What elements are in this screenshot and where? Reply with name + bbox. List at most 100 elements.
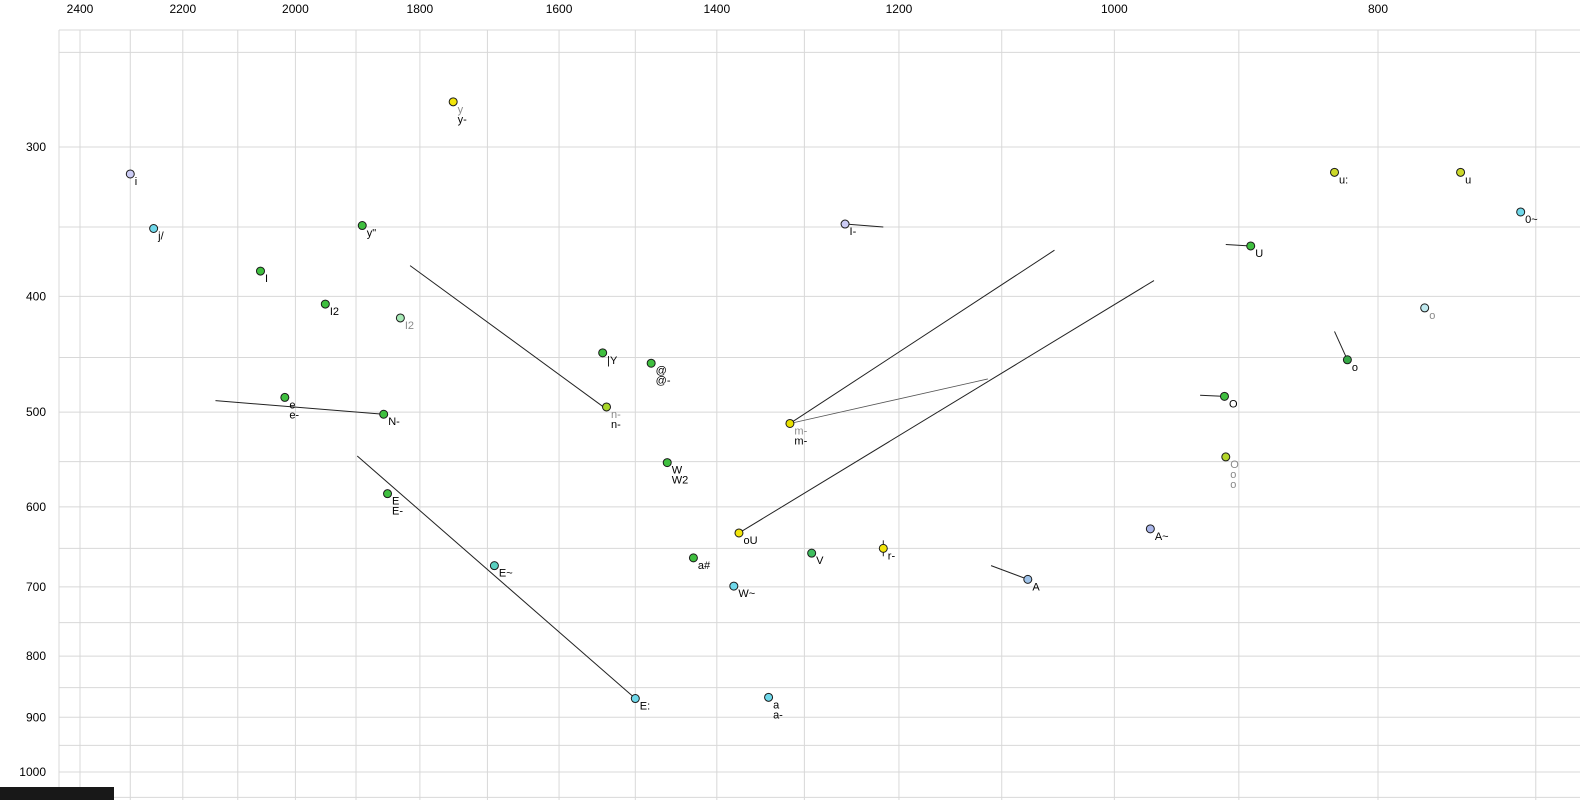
data-point[interactable]	[1246, 241, 1256, 251]
data-point[interactable]	[807, 548, 817, 558]
point-label: y-	[458, 114, 468, 126]
data-point[interactable]	[1420, 303, 1430, 313]
y-tick-label: 600	[26, 500, 46, 514]
trace-line	[738, 280, 1155, 534]
point-label: |Y	[607, 355, 618, 367]
point-label: @-	[656, 375, 671, 387]
x-tick-label: 1800	[407, 2, 434, 16]
data-point[interactable]	[734, 528, 744, 538]
data-point[interactable]	[688, 553, 698, 563]
point-label: E:	[640, 701, 650, 713]
trace-line	[845, 223, 884, 228]
point-label: I-	[850, 226, 857, 238]
y-tick-label: 800	[26, 649, 46, 663]
data-point[interactable]	[840, 219, 850, 229]
point-label: A	[1032, 581, 1040, 593]
data-point[interactable]	[1023, 574, 1033, 584]
x-tick-label: 1200	[886, 2, 913, 16]
data-point[interactable]	[1456, 167, 1466, 177]
point-label: j/	[157, 231, 164, 243]
trace-line	[1334, 331, 1348, 360]
point-label: V	[816, 555, 824, 567]
data-point[interactable]	[1342, 355, 1352, 365]
point-label: W~	[738, 588, 755, 600]
point-label: I	[265, 273, 268, 285]
point-label: E~	[499, 568, 513, 580]
trace-line	[789, 249, 1055, 424]
point-label: a	[773, 699, 780, 711]
y-tick-label: 300	[26, 140, 46, 154]
data-point[interactable]	[1516, 207, 1526, 217]
data-point[interactable]	[280, 392, 290, 402]
data-point[interactable]	[729, 581, 739, 591]
data-point[interactable]	[630, 694, 640, 704]
data-point[interactable]	[1219, 391, 1229, 401]
point-label: U	[1255, 248, 1263, 260]
data-point[interactable]	[357, 221, 367, 231]
point-label: e	[289, 399, 295, 411]
point-label: I2	[330, 306, 339, 318]
point-label: a#	[698, 560, 711, 572]
point-label: o	[1230, 479, 1236, 491]
point-label: o	[1352, 362, 1358, 374]
data-point[interactable]	[383, 489, 393, 499]
y-tick-label: 900	[26, 710, 46, 724]
data-point[interactable]	[878, 543, 888, 553]
point-label: E	[392, 496, 399, 508]
data-point[interactable]	[395, 313, 405, 323]
point-label: 0~	[1525, 214, 1538, 226]
point-label: e-	[289, 409, 299, 421]
point-label: @	[656, 365, 667, 377]
trace-line	[409, 265, 604, 408]
data-point[interactable]	[598, 348, 608, 358]
point-label: m-	[794, 425, 807, 437]
point-label: O	[1230, 459, 1239, 471]
point-label: O	[1229, 398, 1238, 410]
point-label: y	[458, 104, 464, 116]
data-point[interactable]	[489, 561, 499, 571]
point-label: oU	[743, 535, 757, 547]
y-tick-label: 400	[26, 289, 46, 303]
data-point[interactable]	[1145, 524, 1155, 534]
point-label: A~	[1155, 531, 1169, 543]
point-label: y"	[367, 228, 377, 240]
point-label: a-	[773, 709, 783, 721]
x-tick-label: 1400	[703, 2, 730, 16]
data-point[interactable]	[320, 299, 330, 309]
x-tick-label: 2400	[67, 2, 94, 16]
data-point[interactable]	[379, 409, 389, 419]
data-point[interactable]	[764, 692, 774, 702]
trace-line	[789, 378, 988, 424]
point-label: o	[1230, 469, 1236, 481]
trace-line	[215, 400, 384, 415]
point-label: m-	[794, 435, 807, 447]
data-point[interactable]	[662, 458, 672, 468]
point-label: i	[135, 176, 137, 188]
trace-line	[356, 455, 636, 699]
y-tick-label: 700	[26, 580, 46, 594]
data-point[interactable]	[255, 266, 265, 276]
data-point[interactable]	[1221, 452, 1231, 462]
point-label: N-	[388, 416, 400, 428]
x-tick-label: 800	[1368, 2, 1388, 16]
data-point[interactable]	[785, 418, 795, 428]
data-point[interactable]	[448, 97, 458, 107]
point-label: I2	[405, 320, 414, 332]
point-label: u:	[1339, 174, 1348, 186]
data-point[interactable]	[646, 358, 656, 368]
trace-line	[990, 565, 1028, 580]
data-point[interactable]	[149, 224, 159, 234]
point-label: o	[1429, 310, 1435, 322]
data-point[interactable]	[125, 169, 135, 179]
point-label: W2	[672, 475, 689, 487]
x-tick-label: 2200	[169, 2, 196, 16]
point-label: n-	[611, 409, 621, 421]
data-point[interactable]	[602, 402, 612, 412]
y-tick-label: 1000	[19, 765, 46, 779]
x-tick-label: 2000	[282, 2, 309, 16]
point-label: E-	[392, 506, 403, 518]
data-point[interactable]	[1330, 167, 1340, 177]
point-label: u	[1465, 174, 1471, 186]
